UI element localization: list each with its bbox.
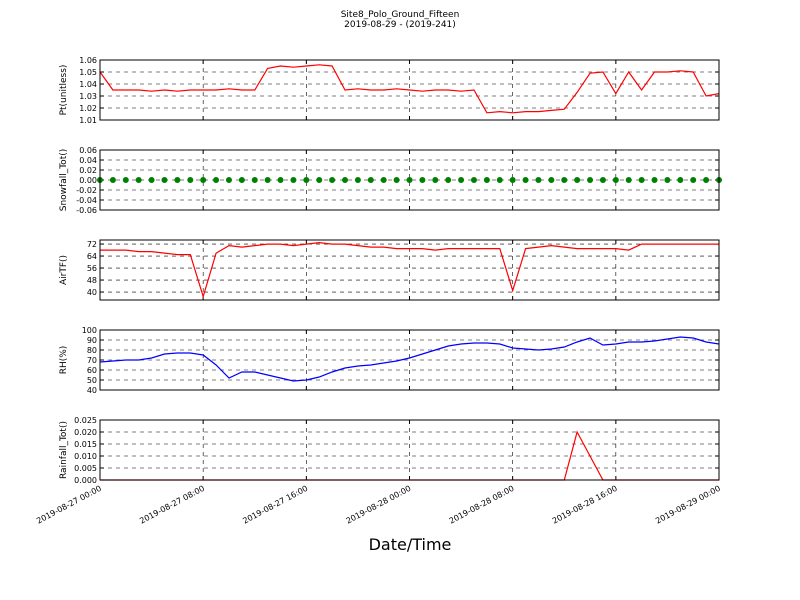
data-point: [509, 177, 516, 183]
data-point: [303, 177, 310, 183]
data-point: [522, 177, 529, 183]
y-tick-label: 0.06: [79, 146, 97, 155]
y-tick-label: 50: [87, 376, 97, 385]
data-point: [367, 177, 374, 183]
data-point: [703, 177, 710, 183]
y-tick-label: 1.03: [79, 92, 97, 101]
y-tick-label: 0.000: [74, 476, 97, 485]
plot-frame: [99, 59, 720, 121]
data-point: [238, 177, 245, 183]
data-point: [651, 177, 658, 183]
data-point: [574, 177, 581, 183]
data-point: [393, 177, 400, 183]
y-tick-label: 0.04: [79, 156, 97, 165]
y-tick-label: -0.06: [76, 206, 97, 215]
y-tick-label: 0.025: [74, 416, 97, 425]
data-point: [677, 177, 684, 183]
y-tick-label: 0.015: [74, 440, 97, 449]
data-point: [122, 177, 129, 183]
data-point: [251, 177, 258, 183]
data-point: [148, 177, 155, 183]
data-point: [548, 177, 555, 183]
data-point: [380, 177, 387, 183]
data-point: [587, 177, 594, 183]
data-point: [445, 177, 452, 183]
y-tick-label: 70: [87, 356, 97, 365]
data-point: [690, 177, 697, 183]
data-point: [535, 177, 542, 183]
data-point: [664, 177, 671, 183]
subtitle: 2019-08-29 - (2019-241): [344, 20, 456, 30]
data-point: [496, 177, 503, 183]
y-tick-label: 60: [87, 366, 97, 375]
data-point: [354, 177, 361, 183]
y-axis-label: AirTF(): [59, 255, 69, 285]
x-axis-label: Date/Time: [369, 535, 452, 554]
y-tick-label: 1.05: [79, 68, 97, 77]
plot-frame: [99, 419, 720, 481]
data-point: [561, 177, 568, 183]
y-axis-label: Pt(unitless): [59, 65, 69, 116]
data-point: [109, 177, 116, 183]
y-tick-label: 48: [87, 276, 97, 285]
data-point: [161, 177, 168, 183]
plot-frame: [99, 329, 720, 391]
y-tick-label: 72: [87, 240, 97, 249]
data-point: [419, 177, 426, 183]
y-tick-label: -0.04: [76, 196, 97, 205]
plot-frame: [99, 239, 720, 301]
y-tick-label: 0.010: [74, 452, 97, 461]
data-point: [277, 177, 284, 183]
data-point: [612, 177, 619, 183]
y-tick-label: 0.02: [79, 166, 97, 175]
data-point: [135, 177, 142, 183]
y-tick-label: 56: [87, 264, 97, 273]
data-point: [406, 177, 413, 183]
data-point: [290, 177, 297, 183]
data-point: [458, 177, 465, 183]
y-tick-label: 1.04: [79, 80, 97, 89]
y-tick-label: 1.06: [79, 56, 97, 65]
y-tick-label: 0.00: [79, 176, 97, 185]
data-point: [432, 177, 439, 183]
data-point: [200, 177, 207, 183]
data-point: [329, 177, 336, 183]
data-point: [483, 177, 490, 183]
y-tick-label: 100: [82, 326, 97, 335]
y-axis-label: Rainfall_Tot(): [59, 421, 69, 479]
data-point: [599, 177, 606, 183]
y-tick-label: 1.01: [79, 116, 97, 125]
y-tick-label: 40: [87, 288, 97, 297]
data-line: [100, 241, 719, 299]
y-tick-label: 80: [87, 346, 97, 355]
y-tick-label: -0.02: [76, 186, 97, 195]
data-point: [625, 177, 632, 183]
y-axis-label: RH(%): [59, 346, 69, 375]
data-point: [342, 177, 349, 183]
y-tick-label: 1.02: [79, 104, 97, 113]
data-point: [174, 177, 181, 183]
title: Site8_Polo_Ground_Fifteen: [341, 10, 460, 20]
data-point: [213, 177, 220, 183]
data-line: [99, 64, 720, 114]
y-tick-label: 90: [87, 336, 97, 345]
y-tick-label: 0.005: [74, 464, 97, 473]
data-point: [638, 177, 645, 183]
y-tick-label: 64: [87, 252, 97, 261]
plot-frame: [99, 149, 720, 211]
data-point: [264, 177, 271, 183]
data-point: [470, 177, 477, 183]
data-point: [225, 177, 232, 183]
y-tick-label: 0.020: [74, 428, 97, 437]
data-point: [316, 177, 323, 183]
data-line: [99, 336, 720, 382]
data-point: [187, 177, 194, 183]
y-tick-label: 40: [87, 386, 97, 395]
y-axis-label: Snowfall_Tot(): [59, 149, 69, 212]
